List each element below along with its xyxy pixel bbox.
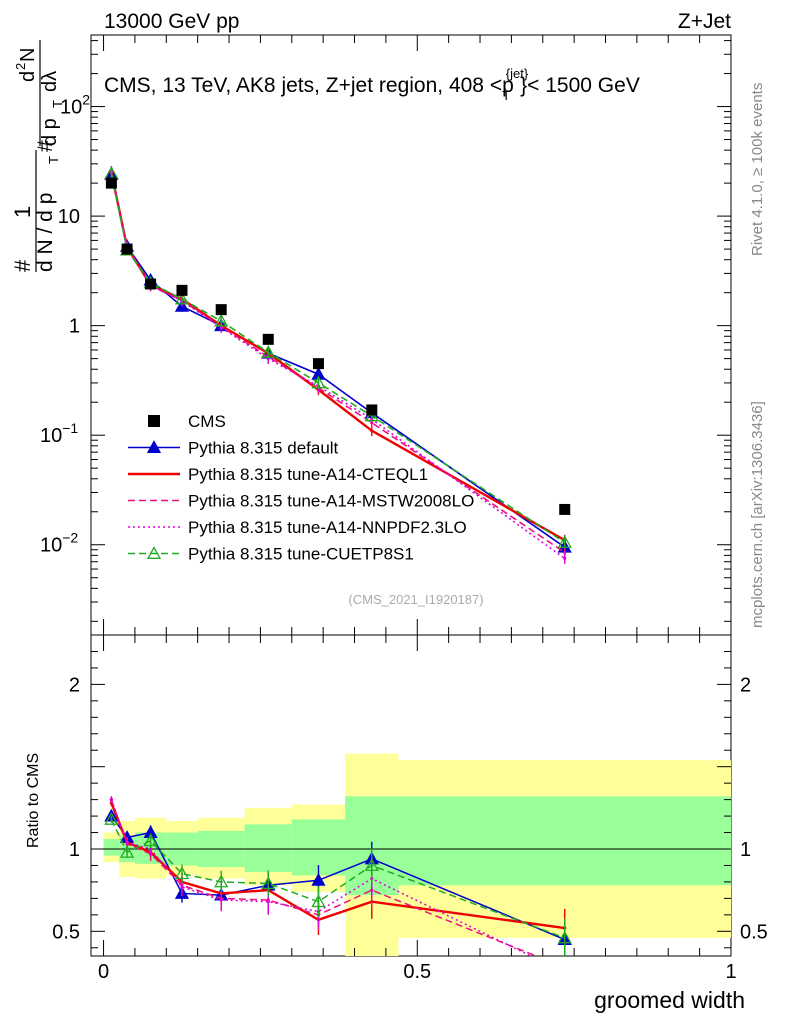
ratio-point: [119, 844, 135, 858]
ratio-stat-band: [103, 839, 120, 856]
svg-text:d: d: [17, 71, 39, 82]
ratio-tick-label-right: 0.5: [740, 921, 768, 943]
ratio-uncertainty-bands: [103, 753, 731, 956]
ratio-point: [174, 866, 190, 880]
legend-marker: [146, 546, 162, 559]
x-tick-label: 1: [725, 961, 736, 983]
series-point: [261, 345, 276, 358]
y-tick-label: 10: [58, 206, 80, 228]
ratio-point: [557, 930, 572, 944]
ratio-point: [149, 847, 153, 851]
ratio-point: [143, 833, 158, 847]
ratio-series-group: [104, 812, 572, 956]
legend-label: Pythia 8.315 tune-A14-CTEQL1: [188, 465, 428, 484]
legend-label: Pythia 8.315 tune-A14-NNPDF2.3LO: [188, 518, 467, 537]
cms-data-point: [312, 358, 324, 370]
cms-data-point: [121, 243, 133, 255]
cms-data-point: [215, 304, 227, 316]
x-axis-ticks: 0 0.5 1: [98, 35, 737, 983]
series-point: [214, 313, 229, 327]
mcplots-label: mcplots.cern.ch [arXiv:1306.3436]: [749, 401, 766, 628]
ratio-point: [109, 798, 113, 802]
ratio-point: [261, 876, 276, 890]
plot-title: CMS, 13 TeV, AK8 jets, Z+jet region, 408…: [104, 66, 640, 103]
svg-text:T: T: [50, 100, 65, 108]
cms-data-points: [105, 177, 571, 515]
ratio-y-label: Ratio to CMS: [25, 753, 42, 848]
legend-label: Pythia 8.315 tune-CUETP8S1: [188, 545, 414, 564]
series-point: [563, 556, 567, 561]
legend: CMS Pythia 8.315 default Pythia 8.315 tune…: [128, 412, 474, 564]
ratio-tick-label-left: 2: [69, 674, 80, 696]
series-point: [311, 375, 326, 389]
ratio-point: [104, 812, 119, 825]
legend-label: Pythia 8.315 tune-A14-MSTW2008LO: [188, 492, 474, 511]
svg-text:#: #: [10, 259, 35, 272]
cms-data-point: [145, 278, 157, 290]
cms-data-point: [559, 503, 571, 515]
ratio-point: [311, 894, 326, 908]
ratio-tick-label-right: 1: [740, 839, 751, 861]
y-tick-label: 102: [60, 92, 90, 119]
cms-data-point: [176, 284, 188, 296]
series-point: [563, 550, 567, 555]
ratio-point: [364, 858, 379, 871]
legend-marker: [146, 440, 162, 453]
series-point: [557, 535, 572, 548]
ratio-point: [214, 874, 229, 888]
ratio-tick-label-left: 1: [69, 839, 80, 861]
cms-data-point: [262, 333, 274, 345]
ratio-point: [311, 872, 326, 886]
legend-marker-cms: [148, 415, 160, 427]
y-tick-label: 1: [69, 316, 80, 338]
y-tick-label: 10−1: [40, 420, 78, 447]
svg-text:1: 1: [10, 206, 35, 218]
legend-label: Pythia 8.315 default: [188, 439, 339, 458]
header-right: Z+Jet: [678, 10, 731, 33]
svg-text:dλ: dλ: [39, 71, 61, 92]
main-axis-ticks: 102 10 1 10−1 10−2: [40, 40, 731, 622]
ratio-tick-label-right: 2: [740, 674, 751, 696]
ratio-axis-ticks: 2 2 1 1 0.5 0.5: [52, 650, 768, 949]
cms-data-point: [366, 404, 378, 416]
analysis-id: (CMS_2021_I1920187): [348, 592, 483, 607]
ratio-point: [219, 898, 223, 902]
ratio-stat-band: [398, 796, 731, 886]
series-line: [110, 173, 566, 544]
y-axis-label: # 1 d N / d p T # d 2 N d p T dλ: [10, 40, 65, 272]
y-tick-label: 10−2: [40, 530, 78, 557]
series-point: [174, 291, 190, 305]
ratio-stat-band: [244, 824, 292, 873]
x-axis-label: groomed width: [594, 987, 745, 1013]
series-point: [219, 325, 223, 330]
svg-text:N: N: [17, 48, 39, 62]
x-tick-label: 0.5: [403, 961, 431, 983]
ratio-point: [266, 900, 270, 904]
legend-label: CMS: [188, 412, 226, 431]
ratio-point: [180, 885, 184, 889]
series-point: [370, 429, 374, 433]
series-line: [110, 171, 566, 560]
main-series-group: [104, 166, 572, 564]
x-tick-label: 0: [98, 961, 109, 983]
ratio-tick-label-left: 0.5: [52, 921, 80, 943]
series-line: [110, 172, 566, 542]
svg-text:d p: d p: [39, 118, 61, 146]
ratio-series-group: [104, 796, 572, 956]
rivet-version-label: Rivet 4.1.0, ≥ 100k events: [749, 83, 766, 256]
header-left: 13000 GeV pp: [104, 10, 239, 33]
cms-data-point: [105, 177, 117, 189]
svg-text:d N / d p: d N / d p: [34, 193, 57, 272]
ratio-point: [125, 840, 129, 845]
svg-text:2: 2: [13, 63, 28, 70]
svg-text:T: T: [46, 156, 61, 164]
